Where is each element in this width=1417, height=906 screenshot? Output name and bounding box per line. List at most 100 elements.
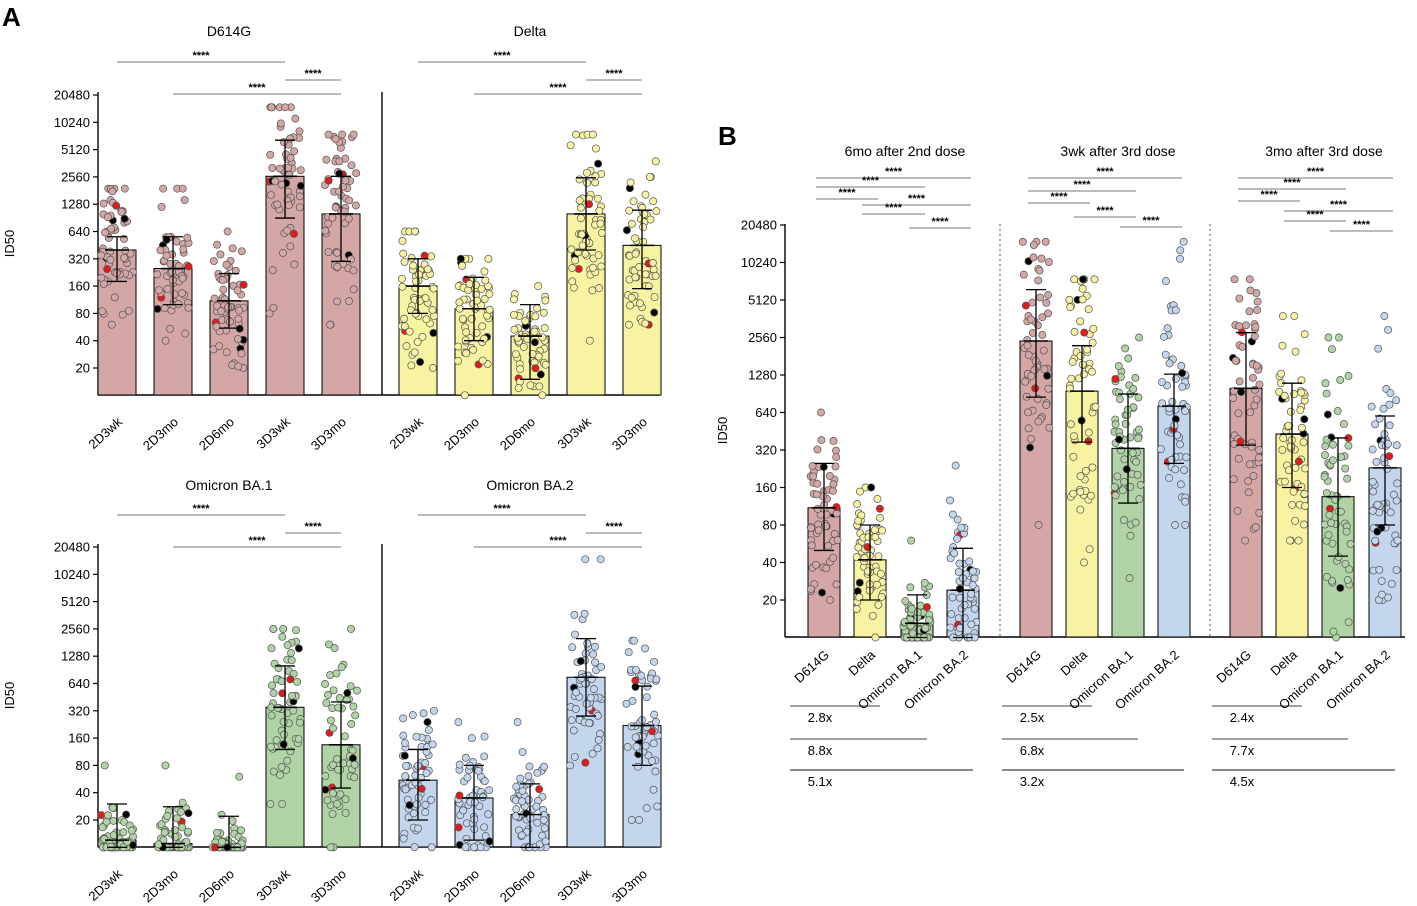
data-point <box>1039 346 1048 355</box>
data-point <box>1084 428 1093 437</box>
data-point <box>349 266 358 275</box>
data-point <box>1161 277 1170 286</box>
data-point <box>822 564 831 573</box>
y-tick-label: 20480 <box>54 88 90 103</box>
data-point <box>472 328 481 337</box>
y-tick-label: 640 <box>755 405 777 420</box>
data-point <box>1329 627 1338 636</box>
data-point <box>349 702 358 711</box>
data-point <box>538 391 547 400</box>
data-point <box>644 751 653 760</box>
data-point <box>1115 395 1124 404</box>
significance-label: **** <box>605 521 623 533</box>
y-tick-label: 5120 <box>61 594 90 609</box>
data-point <box>570 752 579 761</box>
data-point <box>1038 331 1047 339</box>
data-point <box>1320 472 1329 481</box>
data-point <box>571 630 579 639</box>
y-tick-label: 10240 <box>54 115 90 130</box>
data-point <box>279 730 288 739</box>
data-point <box>120 214 129 223</box>
data-point <box>638 732 647 741</box>
data-point <box>575 196 584 205</box>
data-point <box>567 245 576 254</box>
significance-label: **** <box>192 50 210 62</box>
data-point <box>218 276 227 285</box>
data-point <box>1235 322 1244 331</box>
data-point <box>524 772 533 781</box>
y-tick-label: 2560 <box>61 169 90 184</box>
data-point <box>295 203 304 212</box>
data-point <box>97 273 106 282</box>
data-point <box>328 789 337 798</box>
data-point <box>1233 507 1242 515</box>
data-point <box>1076 352 1085 360</box>
data-point <box>946 623 955 632</box>
fold-change-label: 4.5x <box>1230 774 1255 789</box>
data-point <box>224 303 233 312</box>
y-tick-label: 40 <box>76 333 90 348</box>
data-point <box>1245 307 1254 316</box>
data-point <box>289 229 298 238</box>
data-point <box>239 280 248 289</box>
data-point <box>652 675 661 684</box>
data-point <box>590 685 598 694</box>
data-point <box>1024 424 1033 433</box>
category-label: 3D3mo <box>609 414 650 453</box>
data-point <box>341 795 350 804</box>
data-point <box>412 732 421 741</box>
data-point <box>1081 467 1090 475</box>
data-point <box>344 214 353 223</box>
data-point <box>1037 254 1046 263</box>
data-point <box>577 230 586 239</box>
data-point <box>162 251 171 260</box>
data-point <box>461 753 470 762</box>
data-point <box>1029 253 1038 262</box>
data-point <box>287 656 296 665</box>
y-tick-label: 40 <box>763 555 777 570</box>
data-point <box>1040 365 1049 374</box>
data-point <box>576 214 585 223</box>
data-point <box>1323 573 1331 581</box>
category-label: Delta <box>1057 647 1090 679</box>
data-point <box>1384 325 1393 334</box>
data-point <box>349 130 358 139</box>
data-point <box>283 226 292 235</box>
data-point <box>1373 500 1382 509</box>
data-point <box>513 718 522 727</box>
data-point <box>349 285 358 294</box>
data-point <box>826 596 834 604</box>
data-point <box>325 640 333 649</box>
data-point <box>108 187 117 196</box>
data-point <box>1036 293 1045 302</box>
data-point <box>268 266 277 275</box>
data-point <box>1297 423 1306 432</box>
data-point <box>120 253 129 262</box>
data-point <box>350 773 359 782</box>
data-point <box>485 290 494 298</box>
data-point <box>583 178 592 187</box>
fold-change-label: 5.1x <box>808 774 833 789</box>
data-point <box>98 823 107 832</box>
data-point <box>873 495 882 503</box>
data-point <box>649 785 658 794</box>
data-point <box>470 843 478 852</box>
y-tick-label: 160 <box>68 731 90 746</box>
data-point <box>123 837 132 846</box>
significance-label: **** <box>908 193 926 205</box>
data-point <box>184 809 193 818</box>
data-point <box>1277 369 1286 378</box>
data-point <box>220 295 229 304</box>
data-point <box>1026 443 1034 452</box>
data-point <box>648 258 657 267</box>
data-point <box>233 335 242 344</box>
category-label: 2D3mo <box>140 866 181 905</box>
data-point <box>288 691 296 700</box>
data-point <box>650 710 659 719</box>
data-point <box>160 304 169 313</box>
data-point <box>652 207 661 216</box>
category-label: 2D6mo <box>497 414 538 453</box>
data-point <box>639 237 648 246</box>
data-point <box>597 662 606 671</box>
data-point <box>1301 501 1310 510</box>
